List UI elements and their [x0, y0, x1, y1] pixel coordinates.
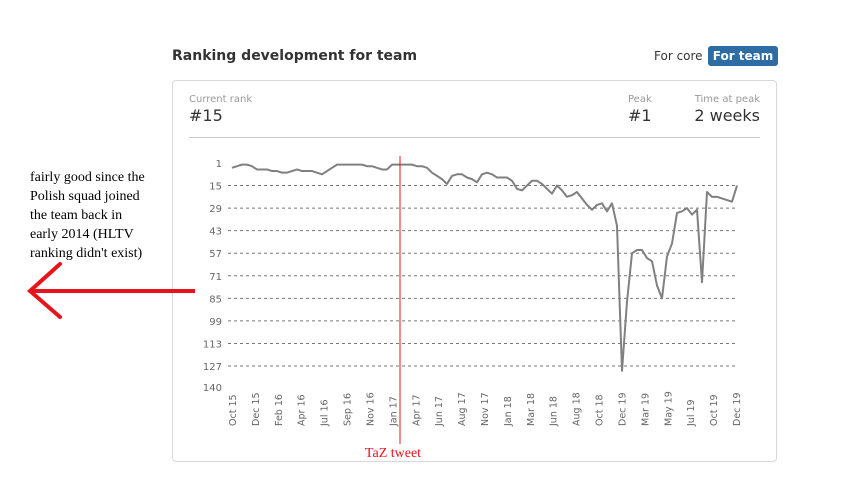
peak-label: Peak: [628, 94, 652, 105]
x-tick-label: Aug 18: [572, 392, 583, 426]
x-tick-label: Jul 16: [320, 399, 331, 427]
x-tick-label: Dec 15: [251, 393, 262, 427]
x-tick-label: Apr 16: [297, 394, 308, 426]
rank-line: [231, 163, 738, 372]
x-tick-label: Dec 19: [617, 393, 628, 427]
peak-value: #1: [628, 106, 652, 125]
note-line: Polish squad joined: [30, 189, 140, 204]
note-line: fairly good since the: [30, 170, 145, 185]
x-tick-label: Feb 16: [274, 394, 285, 426]
note-line: early 2014 (HLTV: [30, 227, 134, 242]
arrow-left-icon: [26, 262, 62, 319]
x-tick-label: Oct 15: [228, 394, 239, 426]
toggle-for-team-button[interactable]: For team: [708, 46, 778, 66]
x-tick-label: Oct 18: [595, 394, 606, 426]
y-tick-label: 140: [203, 383, 222, 394]
chart-title: Ranking development for team: [172, 48, 418, 64]
y-tick-label: 127: [203, 362, 222, 373]
current-rank-value: #15: [189, 106, 223, 125]
y-tick-label: 113: [203, 339, 222, 350]
x-tick-label: Sep 16: [343, 393, 354, 426]
x-tick-label: Apr 17: [411, 394, 422, 426]
note-line: ranking didn't exist): [30, 246, 143, 261]
annotation-note: fairly good since the Polish squad joine…: [30, 168, 170, 263]
x-tick-label: Mar 19: [640, 393, 651, 426]
x-tick-label: Dec 19: [732, 393, 743, 427]
x-tick-label: Oct 19: [709, 394, 720, 426]
x-tick-label: Aug 17: [457, 392, 468, 426]
divider: [189, 137, 760, 138]
x-tick-label: Nov 17: [480, 392, 491, 426]
taz-tweet-label: TaZ tweet: [365, 446, 421, 461]
time-at-peak-value: 2 weeks: [694, 106, 760, 125]
x-tick-label: Jan 17: [388, 396, 399, 427]
y-tick-label: 1: [216, 159, 222, 170]
y-tick-label: 99: [209, 317, 222, 328]
x-tick-label: Jun 17: [434, 396, 445, 427]
x-tick-label: Jan 18: [503, 396, 514, 427]
y-tick-label: 85: [209, 294, 222, 305]
x-tick-label: Mar 18: [526, 393, 537, 426]
x-tick-label: Jul 19: [686, 399, 697, 427]
x-tick-label: Jun 18: [549, 396, 560, 427]
y-tick-label: 29: [209, 204, 222, 215]
toggle-for-core-button[interactable]: For core: [654, 49, 703, 63]
y-tick-label: 71: [209, 272, 222, 283]
current-rank-label: Current rank: [189, 94, 253, 105]
y-tick-label: 15: [209, 182, 222, 193]
x-tick-label: Nov 16: [365, 392, 376, 426]
ranking-card: [172, 80, 777, 462]
note-line: the team back in: [30, 208, 123, 223]
time-at-peak-label: Time at peak: [694, 94, 760, 105]
x-tick-label: May 19: [663, 391, 674, 426]
y-tick-label: 43: [209, 227, 222, 238]
y-tick-label: 57: [209, 249, 222, 260]
